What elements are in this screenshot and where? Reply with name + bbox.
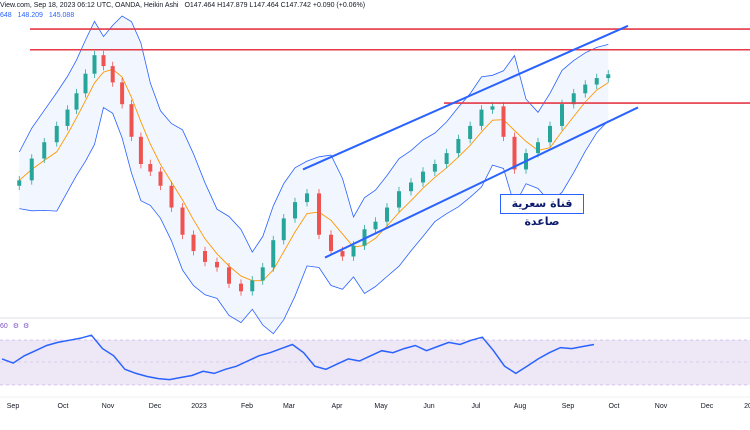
x-tick-label: Nov	[102, 403, 115, 410]
candle-body	[397, 191, 401, 208]
channel-annotation[interactable]: قناة سعرية صاعدة	[500, 194, 584, 228]
x-tick-label: Mar	[283, 403, 296, 410]
candle-body	[432, 164, 437, 172]
candle-body	[594, 78, 599, 85]
candle-body	[54, 125, 59, 143]
candle-body	[281, 218, 286, 241]
candle-body	[444, 153, 449, 164]
candle-body	[606, 74, 611, 79]
candle-body	[385, 207, 389, 222]
candle-body	[239, 283, 243, 292]
x-axis: Sep Oct Nov Dec 2023 Feb Mar Apr May Jun Jul Aug Sep…	[7, 403, 750, 410]
candle-body	[329, 234, 333, 252]
candle-body	[456, 138, 461, 154]
x-tick-label: Nov	[655, 403, 668, 410]
bb-fill	[19, 16, 609, 334]
candle-body	[42, 142, 47, 159]
header-ohlc: O147.464 H147.879 L147.464 C147.742 +0.0…	[184, 2, 366, 9]
bb-upper-line	[18, 15, 609, 253]
candle-body	[17, 180, 22, 186]
rsi-path	[1, 334, 595, 381]
candle-body	[293, 202, 297, 219]
header-source: View.com, Sep 18, 2023 06:12 UTC	[0, 2, 112, 9]
bb-value-upper: 148.209	[17, 12, 43, 19]
candle-body	[148, 164, 153, 172]
candle-body	[138, 136, 143, 164]
candle-body	[120, 82, 125, 105]
x-tick-label: Apr	[332, 403, 344, 410]
candle-body	[362, 229, 367, 246]
candle-body	[129, 104, 134, 137]
candle-body	[227, 267, 231, 284]
x-tick-label: Dec	[149, 403, 162, 410]
bb-values: 648 148.209 145.088	[0, 12, 78, 19]
x-tick-label: Oct	[58, 403, 69, 410]
candles	[17, 50, 611, 296]
candle-body	[583, 84, 588, 94]
rsi-settings-icon[interactable]: ⚙	[12, 323, 20, 330]
candle-body	[340, 251, 345, 257]
candle-body	[169, 185, 174, 208]
x-tick-label: 20	[744, 403, 750, 410]
rsi-visibility-icon[interactable]: ⚙	[22, 323, 30, 330]
resistance-lines[interactable]	[30, 28, 750, 104]
rsi-band	[0, 340, 750, 385]
rsi-header: 60 ⚙ ⚙	[0, 322, 29, 330]
candle-body	[92, 55, 97, 74]
candle-body	[512, 136, 517, 170]
x-tick-label: May	[374, 403, 388, 410]
candle-body	[250, 280, 255, 292]
bb-value-basis: 648	[0, 12, 12, 19]
candle-body	[271, 240, 276, 268]
candle-body	[501, 106, 506, 137]
candle-body	[158, 171, 163, 186]
candle-body	[110, 66, 115, 83]
candle-body	[468, 125, 473, 139]
candle-body	[203, 251, 207, 262]
bollinger-bands	[18, 15, 609, 335]
candle-body	[65, 109, 70, 126]
candle-body	[215, 261, 219, 268]
candle-body	[490, 106, 495, 110]
x-tick-label: Sep	[7, 403, 20, 410]
candle-body	[571, 93, 576, 105]
candle-body	[191, 234, 196, 252]
header-symbol: , OANDA, Heikin Ashi	[111, 2, 179, 9]
candle-body	[560, 104, 564, 126]
x-tick-label: Aug	[514, 403, 527, 410]
channel-upper-line	[302, 24, 629, 171]
chart-header-line1: View.com, Sep 18, 2023 06:12 UTC, OANDA,…	[0, 2, 365, 9]
x-tick-label: 2023	[191, 403, 207, 410]
price-channel[interactable]	[302, 24, 639, 259]
rsi-line	[1, 334, 595, 381]
bb-lower-line	[19, 106, 609, 335]
x-tick-label: Feb	[241, 403, 253, 410]
x-tick-label: Sep	[562, 403, 575, 410]
candle-body	[29, 158, 34, 181]
x-tick-label: Oct	[609, 403, 620, 410]
candle-body	[180, 207, 185, 235]
rsi-value: 60	[0, 323, 8, 330]
candle-body	[351, 245, 356, 257]
candle-body	[409, 182, 413, 192]
channel-lower-line	[324, 106, 639, 259]
candle-body	[305, 193, 309, 203]
x-tick-label: Jun	[423, 403, 434, 410]
candle-body	[317, 193, 321, 235]
candle-body	[536, 142, 540, 154]
candle-body	[101, 55, 106, 67]
candle-body	[479, 109, 484, 126]
candle-body	[548, 125, 552, 143]
candle-body	[74, 93, 79, 110]
bb-value-lower: 145.088	[48, 12, 75, 19]
candle-body	[83, 73, 88, 94]
candle-body	[421, 171, 425, 183]
candle-body	[260, 267, 265, 281]
candle-body	[373, 221, 378, 230]
x-tick-label: Dec	[701, 403, 714, 410]
x-tick-label: Jul	[472, 403, 481, 410]
